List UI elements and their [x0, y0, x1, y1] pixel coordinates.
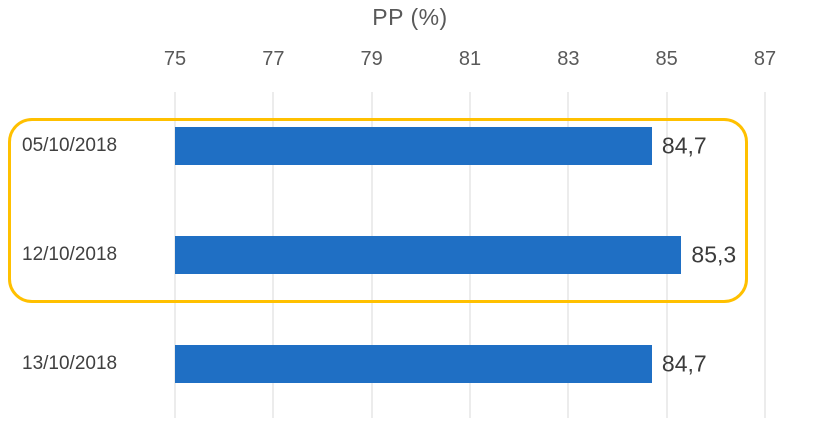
bar [175, 345, 652, 383]
value-label: 85,3 [691, 242, 736, 269]
category-label: 12/10/2018 [22, 244, 117, 266]
bar-track: 84,7 [175, 309, 765, 418]
chart-title: PP (%) [0, 4, 820, 31]
category-label: 13/10/2018 [22, 353, 117, 375]
bar-track: 84,7 [175, 92, 765, 201]
bar-rows: 05/10/2018 84,7 12/10/2018 85,3 13/10/2018 84… [0, 92, 820, 418]
value-label: 84,7 [662, 133, 707, 160]
plot-area: 05/10/2018 84,7 12/10/2018 85,3 13/10/2018 84… [0, 92, 820, 418]
x-tick-label: 83 [557, 48, 579, 71]
x-axis: 75777981838587 [175, 48, 765, 76]
x-tick-label: 85 [656, 48, 678, 71]
bar [175, 127, 652, 165]
x-tick-label: 77 [262, 48, 284, 71]
x-tick-label: 75 [164, 48, 186, 71]
x-tick-label: 87 [754, 48, 776, 71]
bar-row: 05/10/2018 84,7 [0, 92, 820, 201]
x-tick-label: 81 [459, 48, 481, 71]
x-tick-label: 79 [361, 48, 383, 71]
bar-chart: PP (%) 75 77 79 81 83 85 87 05/10/2018 84,7 12/1… [0, 0, 820, 425]
bar-row: 12/10/2018 85,3 [0, 201, 820, 310]
bar-row: 13/10/2018 84,7 [0, 309, 820, 418]
value-label: 84,7 [662, 350, 707, 377]
bar [175, 236, 681, 274]
category-label: 05/10/2018 [22, 135, 117, 157]
bar-track: 85,3 [175, 201, 765, 310]
